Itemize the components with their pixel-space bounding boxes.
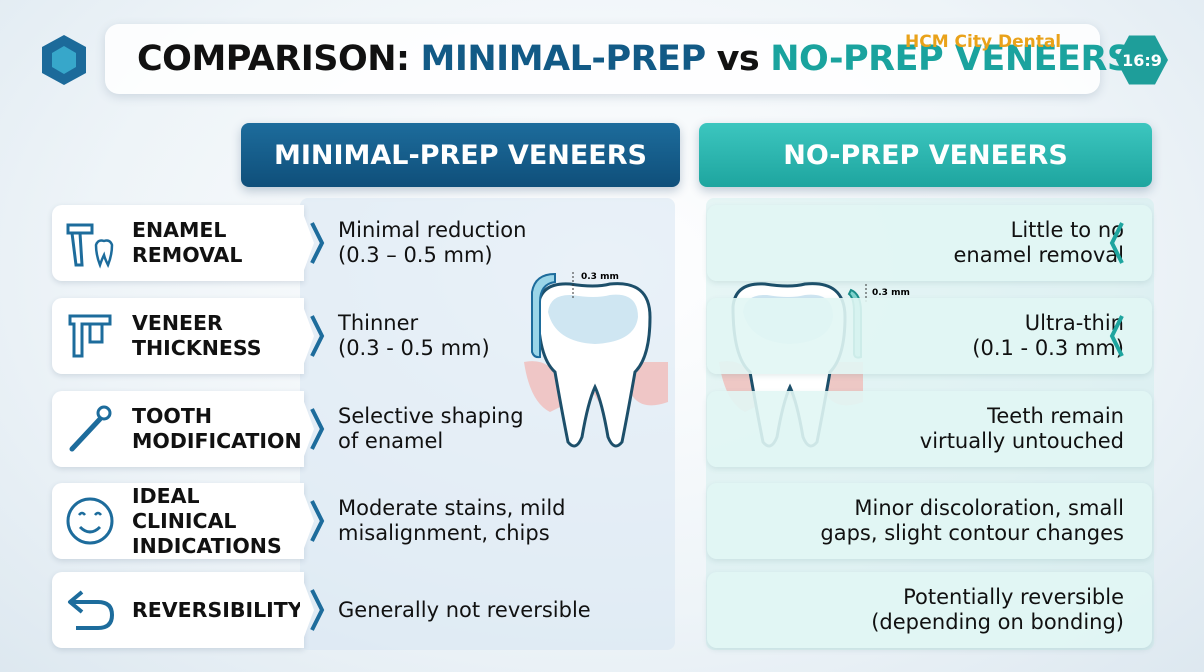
logo-hexagon — [42, 35, 86, 85]
title-part: vs — [716, 39, 760, 79]
row-icon — [62, 308, 118, 364]
brand-logo: HCM City Dental — [905, 32, 1062, 52]
chevron-icon — [300, 572, 325, 648]
title-part: NO-PREP VENEERS — [770, 39, 1132, 79]
minimal-prep-text: Thinner (0.3 - 0.5 mm) — [338, 311, 490, 360]
minimal-prep-text: Selective shaping of enamel — [338, 404, 524, 453]
minimal-prep-text: Generally not reversible — [338, 597, 591, 622]
row-icon — [62, 582, 118, 638]
row-label-text: ENAMEL REMOVAL — [132, 218, 243, 267]
title-part: MINIMAL-PREP — [420, 39, 707, 79]
chevron-icon — [1109, 222, 1124, 264]
chevron-icon — [300, 298, 325, 374]
chevron — [300, 205, 330, 281]
title-part: COMPARISON: — [137, 39, 410, 79]
chevron-icon — [300, 205, 325, 281]
chevron — [300, 483, 330, 559]
icon — [68, 314, 112, 358]
minimal-prep-text: Minimal reduction (0.3 – 0.5 mm) — [338, 218, 527, 267]
row-label-text: IDEAL CLINICAL INDICATIONS — [132, 483, 282, 558]
icon — [66, 223, 114, 269]
chevron — [300, 391, 330, 467]
chevron-icon — [300, 483, 325, 559]
no-prep-text: Potentially reversible (depending on bon… — [871, 585, 1124, 634]
row-icon — [62, 493, 118, 549]
minimal-prep-text: Moderate stains, mild misalignment, chip… — [338, 496, 566, 545]
row-label: IDEAL CLINICAL INDICATIONS — [52, 483, 304, 559]
chevron — [300, 572, 330, 648]
no-prep-card — [707, 205, 1152, 281]
column-header: MINIMAL-PREP VENEERS — [241, 123, 680, 187]
row-label-text: REVERSIBILITY — [132, 597, 303, 622]
title-bar: COMPARISON: MINIMAL-PREP vs NO-PREP VENEERS — [105, 24, 1132, 94]
chevron — [300, 298, 330, 374]
no-prep-text: Minor discoloration, small gaps, slight … — [820, 496, 1124, 545]
no-prep-text: Teeth remain virtually untouched — [919, 404, 1124, 453]
row-label: TOOTH MODIFICATION — [52, 391, 304, 467]
tooth-illustration: 0.3 mm — [524, 272, 668, 448]
row-icon — [62, 215, 118, 271]
chevron — [1104, 298, 1130, 374]
icon — [68, 590, 114, 630]
no-prep-text: Little to no enamel removal — [953, 218, 1124, 267]
row-label: ENAMEL REMOVAL — [52, 205, 304, 281]
icon — [69, 405, 112, 452]
chevron-icon — [1109, 315, 1124, 357]
no-prep-card — [707, 483, 1152, 559]
annotation: 0.3 mm — [872, 288, 910, 298]
row-label: REVERSIBILITY — [52, 572, 304, 648]
icon — [66, 497, 114, 545]
column-header: NO-PREP VENEERS — [699, 123, 1152, 187]
no-prep-card — [707, 298, 1152, 374]
chevron-icon — [300, 391, 325, 467]
chevron — [1104, 205, 1130, 281]
row-label-text: TOOTH MODIFICATION — [132, 404, 302, 453]
no-prep-card — [707, 572, 1152, 648]
annotation: 0.3 mm — [581, 272, 619, 282]
no-prep-text: Ultra-thin (0.1 - 0.3 mm) — [972, 311, 1124, 360]
row-label-text: VENEER THICKNESS — [132, 311, 262, 360]
row-icon — [62, 401, 118, 457]
row-label: VENEER THICKNESS — [52, 298, 304, 374]
no-prep-card — [707, 391, 1152, 467]
